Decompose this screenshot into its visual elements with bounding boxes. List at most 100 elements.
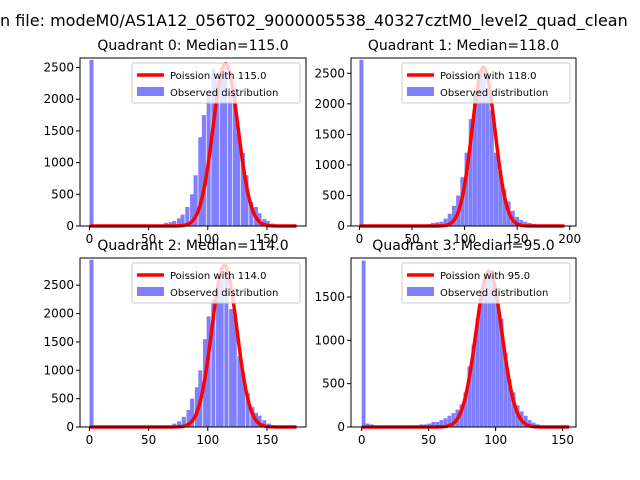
y-tick-label: 0 (337, 219, 345, 233)
y-tick-label: 1500 (314, 290, 345, 304)
legend-box (401, 262, 571, 304)
histogram-bar (495, 301, 500, 427)
legend-fit-label: Poission with 115.0 (170, 71, 266, 82)
histogram-bar (491, 284, 496, 427)
legend-observed-swatch (137, 87, 164, 96)
legend: Poission with 95.0 Observed distribution (401, 262, 571, 304)
histogram-bar (481, 70, 486, 226)
histogram-bar (219, 279, 224, 427)
y-tick-label: 1500 (314, 127, 345, 141)
legend: Poission with 118.0 Observed distribution (401, 62, 571, 104)
histogram-bar (361, 260, 366, 427)
histogram-bar (194, 387, 199, 427)
histogram-bar (236, 134, 241, 226)
legend: Poission with 115.0 Observed distribution (131, 62, 301, 104)
histogram-bar (515, 216, 520, 226)
y-tick-label: 500 (322, 377, 345, 391)
histogram-bar (216, 290, 221, 427)
histogram-bar (359, 59, 364, 226)
histogram-bar (502, 189, 507, 226)
x-tick-label: 0 (86, 232, 94, 246)
histogram-bar (519, 219, 524, 226)
histogram-bar (180, 214, 185, 226)
histogram-bar (435, 222, 440, 226)
histogram-bar (483, 279, 488, 427)
histogram-bar (523, 221, 528, 226)
histogram-bar (498, 171, 503, 226)
histogram-bar (181, 416, 186, 427)
histogram-bar (237, 356, 242, 427)
histogram-bar (464, 152, 469, 226)
histogram-bar (245, 392, 250, 427)
y-tick-label: 2000 (43, 307, 74, 321)
histogram-bar (443, 218, 448, 226)
histogram-bar (439, 221, 444, 226)
histogram-bar (185, 206, 190, 226)
histogram-bar (227, 89, 232, 226)
histogram-bar (214, 80, 219, 226)
y-tick-label: 2000 (314, 97, 345, 111)
x-tick-label: 150 (255, 433, 278, 447)
axes-frame (350, 257, 577, 428)
axes-frame (350, 57, 577, 227)
histogram-bar (262, 420, 267, 427)
histogram-bar (523, 415, 528, 427)
y-tick-label: 1000 (43, 156, 74, 170)
histogram-bar (475, 318, 480, 427)
histogram-bar (240, 153, 245, 226)
histogram-bar (257, 415, 262, 427)
legend-observed-swatch (407, 287, 434, 296)
legend-box (131, 262, 301, 304)
histogram-bar (193, 175, 198, 226)
histogram-bar (447, 213, 452, 226)
subplot-title: Quadrant 3: Median=95.0 (372, 238, 554, 254)
histogram-bar (172, 220, 177, 226)
y-tick-label: 1000 (314, 333, 345, 347)
x-tick-label: 150 (551, 433, 574, 447)
y-tick-label: 500 (51, 392, 74, 406)
histogram-bar (493, 152, 498, 226)
x-tick-label: 200 (558, 232, 581, 246)
x-tick-label: 100 (196, 232, 219, 246)
histogram-bar (467, 366, 472, 427)
y-tick-label: 2500 (43, 278, 74, 292)
histogram-bar (186, 409, 191, 427)
legend-observed-label: Observed distribution (170, 88, 278, 99)
legend-observed-label: Observed distribution (440, 88, 548, 99)
legend-fit-label: Poission with 95.0 (440, 271, 530, 282)
histogram-bar (232, 86, 237, 226)
subplot-title: Quadrant 2: Median=114.0 (97, 238, 288, 254)
histogram-bar (177, 218, 182, 226)
histogram-bar (249, 201, 254, 226)
histogram-bar (265, 220, 270, 226)
legend-fit-label: Poission with 118.0 (440, 71, 536, 82)
legend-observed-label: Observed distribution (170, 288, 278, 299)
y-tick-label: 1500 (43, 335, 74, 349)
x-tick-label: 50 (141, 433, 156, 447)
y-tick-label: 2500 (314, 66, 345, 80)
histogram-bar (443, 418, 448, 427)
y-tick-label: 1000 (314, 158, 345, 172)
legend-fit-label: Poission with 114.0 (170, 271, 266, 282)
y-tick-label: 0 (337, 420, 345, 434)
histogram-bar (477, 70, 482, 226)
subplot-title: Quadrant 0: Median=115.0 (97, 38, 288, 54)
histogram-bar (219, 67, 224, 227)
histogram-bar (190, 398, 195, 427)
histogram-bar (435, 421, 440, 427)
x-tick-label: 0 (358, 433, 366, 447)
legend-box (131, 62, 301, 104)
histogram-bar (89, 59, 94, 226)
histogram-bar (479, 292, 484, 427)
y-tick-label: 0 (66, 420, 74, 434)
histogram-bar (463, 392, 468, 427)
histogram-bar (527, 420, 532, 427)
histogram-bar (232, 316, 237, 427)
y-tick-label: 1000 (43, 363, 74, 377)
histogram-bar (503, 353, 508, 427)
histogram-bar (262, 219, 267, 226)
y-tick-label: 2500 (43, 61, 74, 75)
